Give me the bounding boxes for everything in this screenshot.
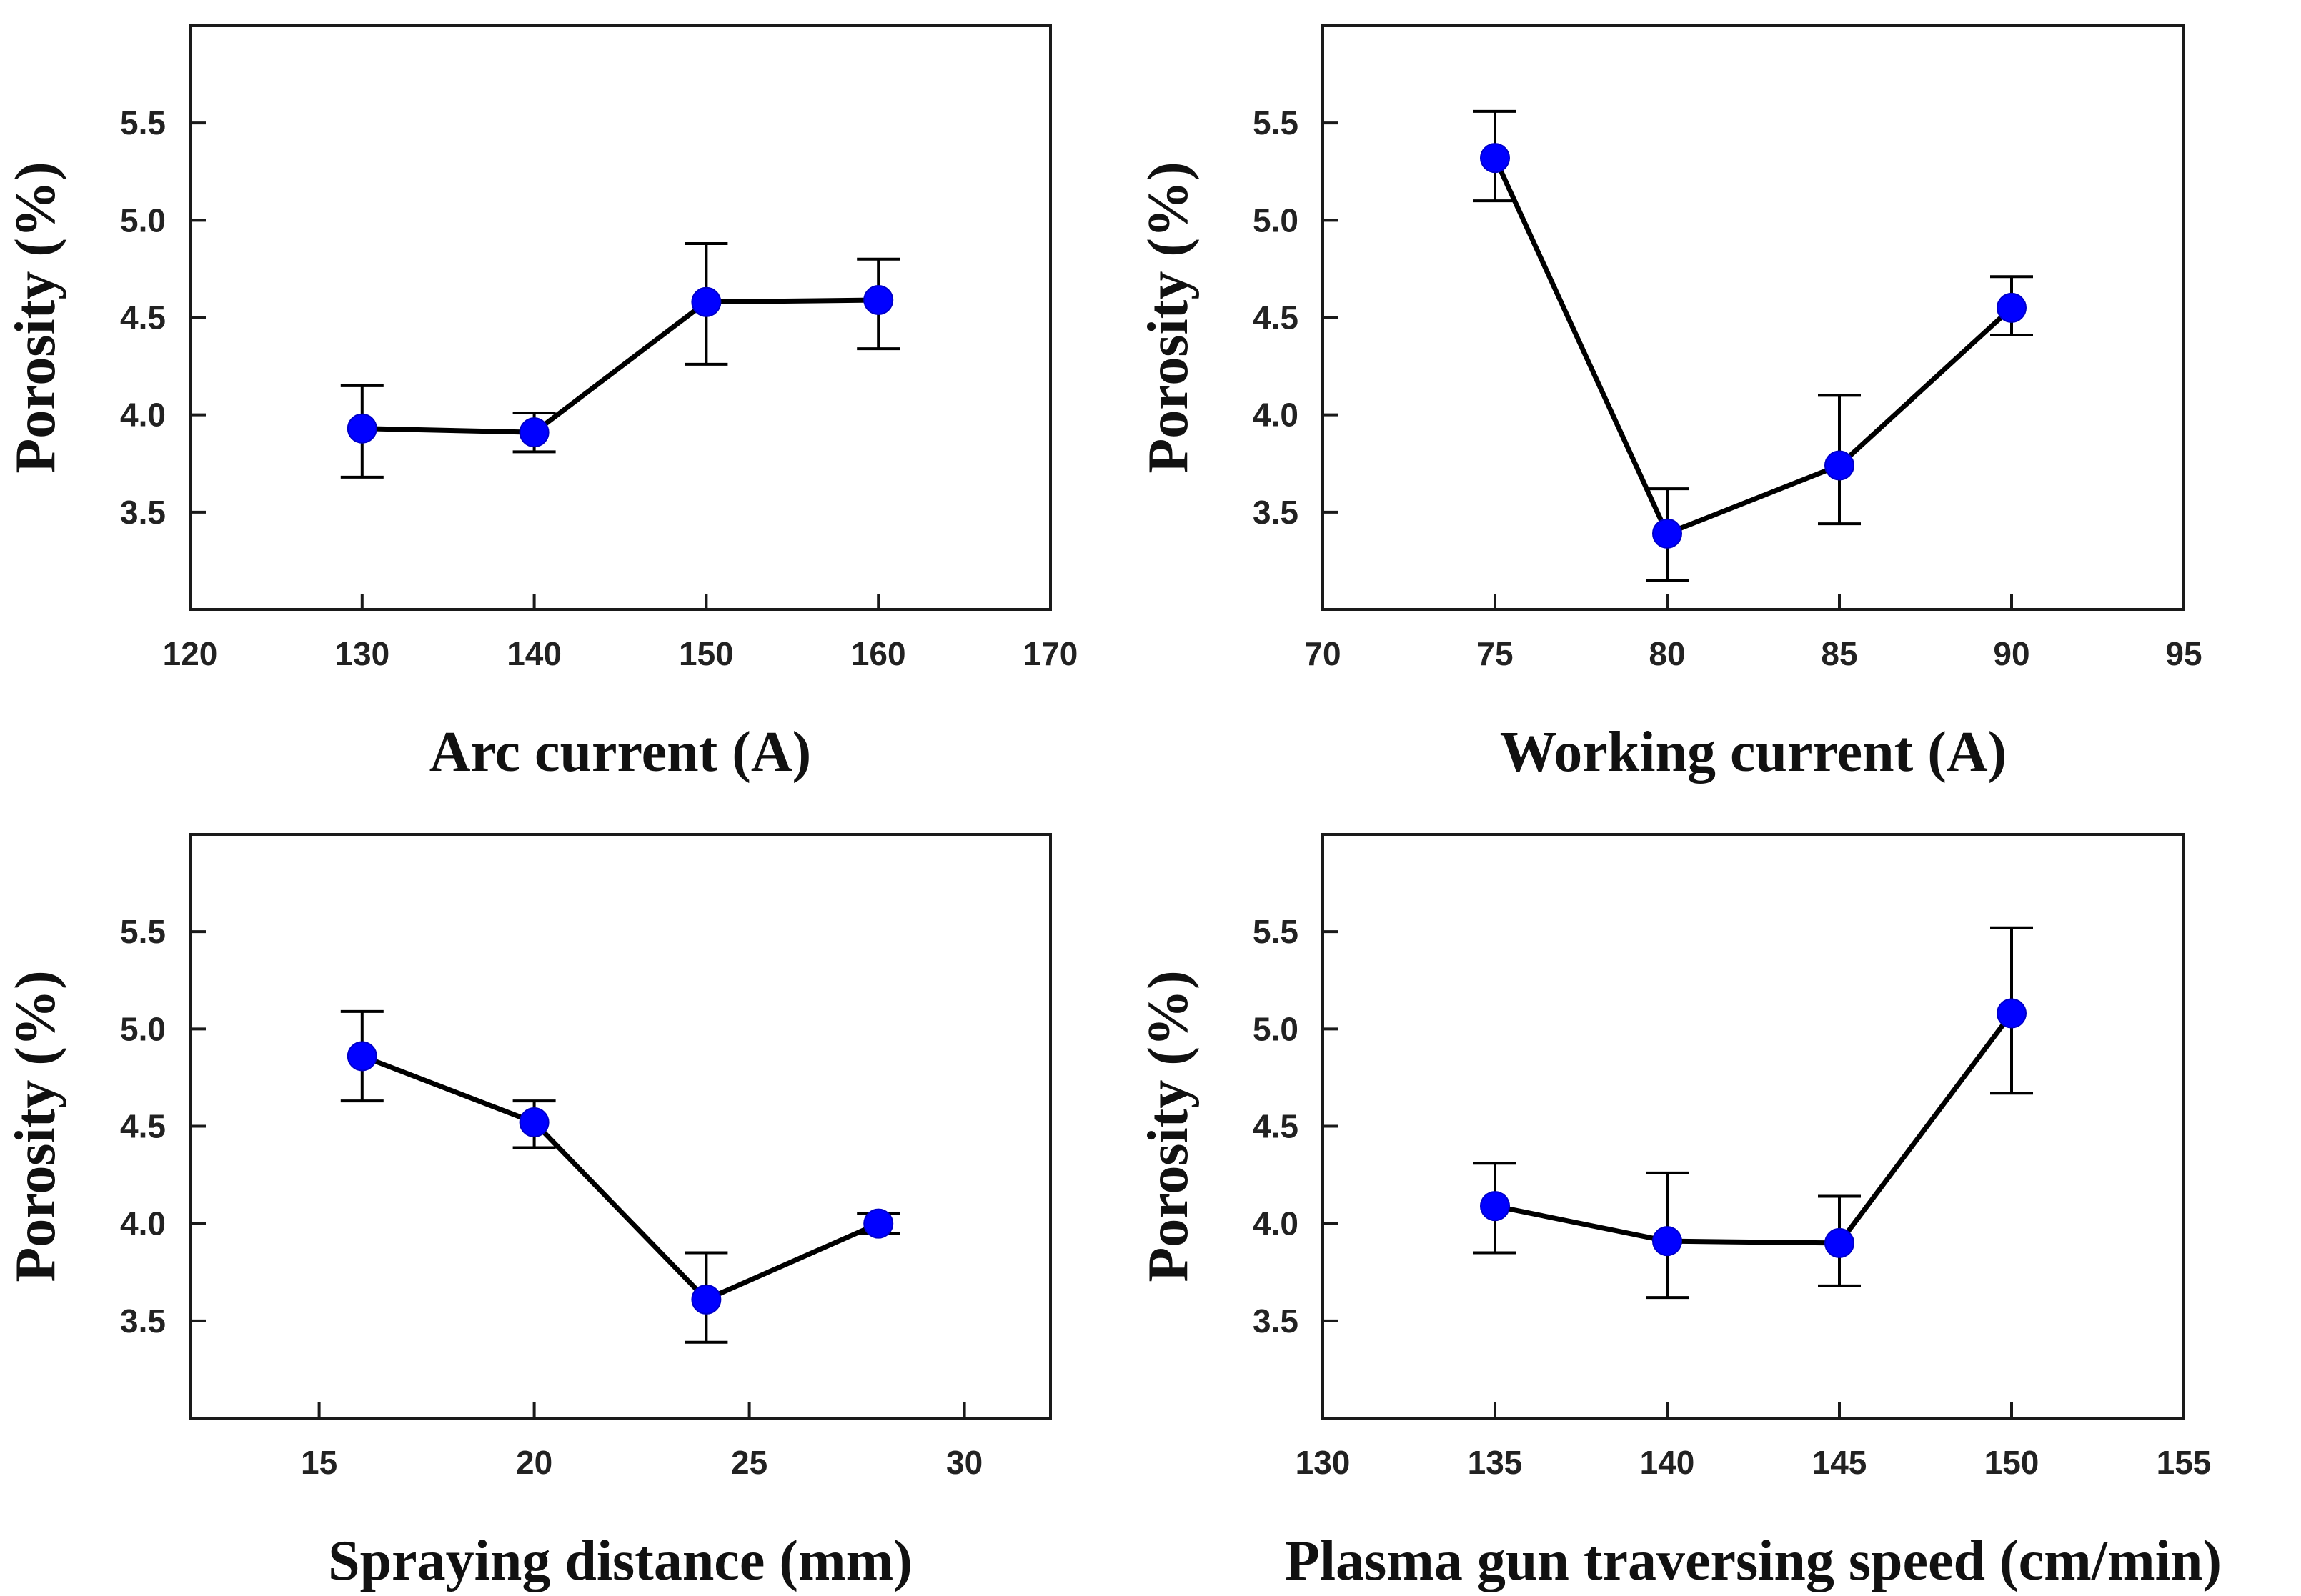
- chart-panel-4: 130 135 140 145 150 155 3.5 4.0 4.5 5.0 5.5 Plasma …: [1137, 833, 2222, 1592]
- x-tick-label: 130: [1296, 1444, 1351, 1481]
- series-line: [361, 1054, 880, 1302]
- x-tick-label: 140: [1640, 1444, 1695, 1481]
- x-axis-label: Working current (A): [1500, 721, 2007, 784]
- y-tick-label: 4.5: [1253, 299, 1298, 336]
- x-tick-label: 90: [1993, 635, 2029, 672]
- data-point: [1652, 1226, 1682, 1257]
- x-axis-label: Arc current (A): [429, 721, 812, 784]
- x-tick-label: 130: [334, 635, 389, 672]
- x-tick-label: 15: [301, 1444, 337, 1481]
- y-tick-label: 5.0: [1253, 1010, 1298, 1047]
- series-line: [362, 297, 879, 435]
- x-tick-label: 70: [1304, 635, 1341, 672]
- y-tick-label: 4.0: [1253, 396, 1298, 434]
- data-point: [863, 1208, 894, 1239]
- y-tick-label: 5.5: [1253, 913, 1298, 950]
- chart-panel-2: 70 75 80 85 90 95 3.5 4.0 4.5 5.0 5.5 Working curre…: [1137, 24, 2202, 784]
- x-tick-label: 145: [1812, 1444, 1867, 1481]
- x-axis-label: Spraying distance (mm): [328, 1530, 913, 1592]
- x-tick-label: 155: [2157, 1444, 2212, 1481]
- y-axis-label: Porosity (%): [4, 970, 67, 1282]
- data-point: [1480, 143, 1510, 174]
- y-tick-label: 4.5: [1253, 1108, 1298, 1145]
- y-tick-label: 3.5: [120, 1302, 166, 1340]
- data-point: [1824, 450, 1854, 481]
- data-point: [519, 417, 550, 448]
- y-tick-label: 4.0: [120, 396, 166, 434]
- x-tick-label: 25: [731, 1444, 767, 1481]
- data-point: [347, 413, 377, 444]
- data-point: [519, 1107, 550, 1138]
- series-line: [1492, 156, 2014, 537]
- y-tick-label: 3.5: [1253, 1302, 1298, 1340]
- data-point: [1997, 998, 2027, 1029]
- y-tick-label: 4.0: [1253, 1205, 1298, 1242]
- y-tick-label: 5.5: [120, 913, 166, 950]
- x-tick-label: 30: [946, 1444, 983, 1481]
- x-tick-label: 95: [2165, 635, 2202, 672]
- x-axis-label: Plasma gun traversing speed (cm/min): [1285, 1530, 2222, 1592]
- y-tick-label: 5.0: [1253, 201, 1298, 239]
- y-axis-label: Porosity (%): [1137, 970, 1200, 1282]
- plot-frame: [189, 833, 1052, 1420]
- data-point: [691, 286, 722, 317]
- x-tick-label: 170: [1023, 635, 1078, 672]
- y-tick-label: 4.5: [120, 1108, 166, 1145]
- y-tick-label: 3.5: [1253, 494, 1298, 531]
- plot-frame: [189, 24, 1052, 611]
- chart-panel-3: 15 20 25 30 3.5 4.0 4.5 5.0 5.5 Spraying distance…: [4, 833, 1052, 1592]
- x-tick-label: 75: [1476, 635, 1513, 672]
- x-tick-label: 140: [507, 635, 562, 672]
- y-tick-label: 3.5: [120, 494, 166, 531]
- plot-frame: [1321, 24, 2185, 611]
- data-point: [347, 1041, 377, 1072]
- y-tick-label: 4.0: [120, 1205, 166, 1242]
- y-tick-label: 5.5: [1253, 104, 1298, 141]
- x-tick-label: 20: [516, 1444, 552, 1481]
- y-axis-label: Porosity (%): [1137, 161, 1200, 473]
- x-tick-label: 150: [1984, 1444, 2039, 1481]
- y-axis-label: Porosity (%): [4, 161, 67, 473]
- data-point: [691, 1284, 722, 1315]
- x-tick-label: 85: [1821, 635, 1857, 672]
- y-tick-label: 5.5: [120, 104, 166, 141]
- x-tick-label: 120: [163, 635, 218, 672]
- y-tick-label: 5.0: [120, 201, 166, 239]
- data-point: [1652, 518, 1682, 549]
- x-tick-label: 150: [679, 635, 734, 672]
- chart-panel-1: 120 130 140 150 160 170 3.5 4.0 4.5 5.0 5.5 Arc cur…: [4, 24, 1078, 784]
- plot-frame: [1321, 833, 2185, 1420]
- x-tick-label: 135: [1468, 1444, 1523, 1481]
- y-tick-label: 5.0: [120, 1010, 166, 1047]
- x-tick-label: 80: [1649, 635, 1685, 672]
- x-tick-label: 160: [851, 635, 906, 672]
- data-point: [1480, 1191, 1510, 1222]
- y-tick-label: 4.5: [120, 299, 166, 336]
- data-point: [1997, 292, 2027, 323]
- series-line: [1494, 1012, 2014, 1246]
- data-point: [1824, 1227, 1854, 1258]
- data-point: [863, 284, 894, 315]
